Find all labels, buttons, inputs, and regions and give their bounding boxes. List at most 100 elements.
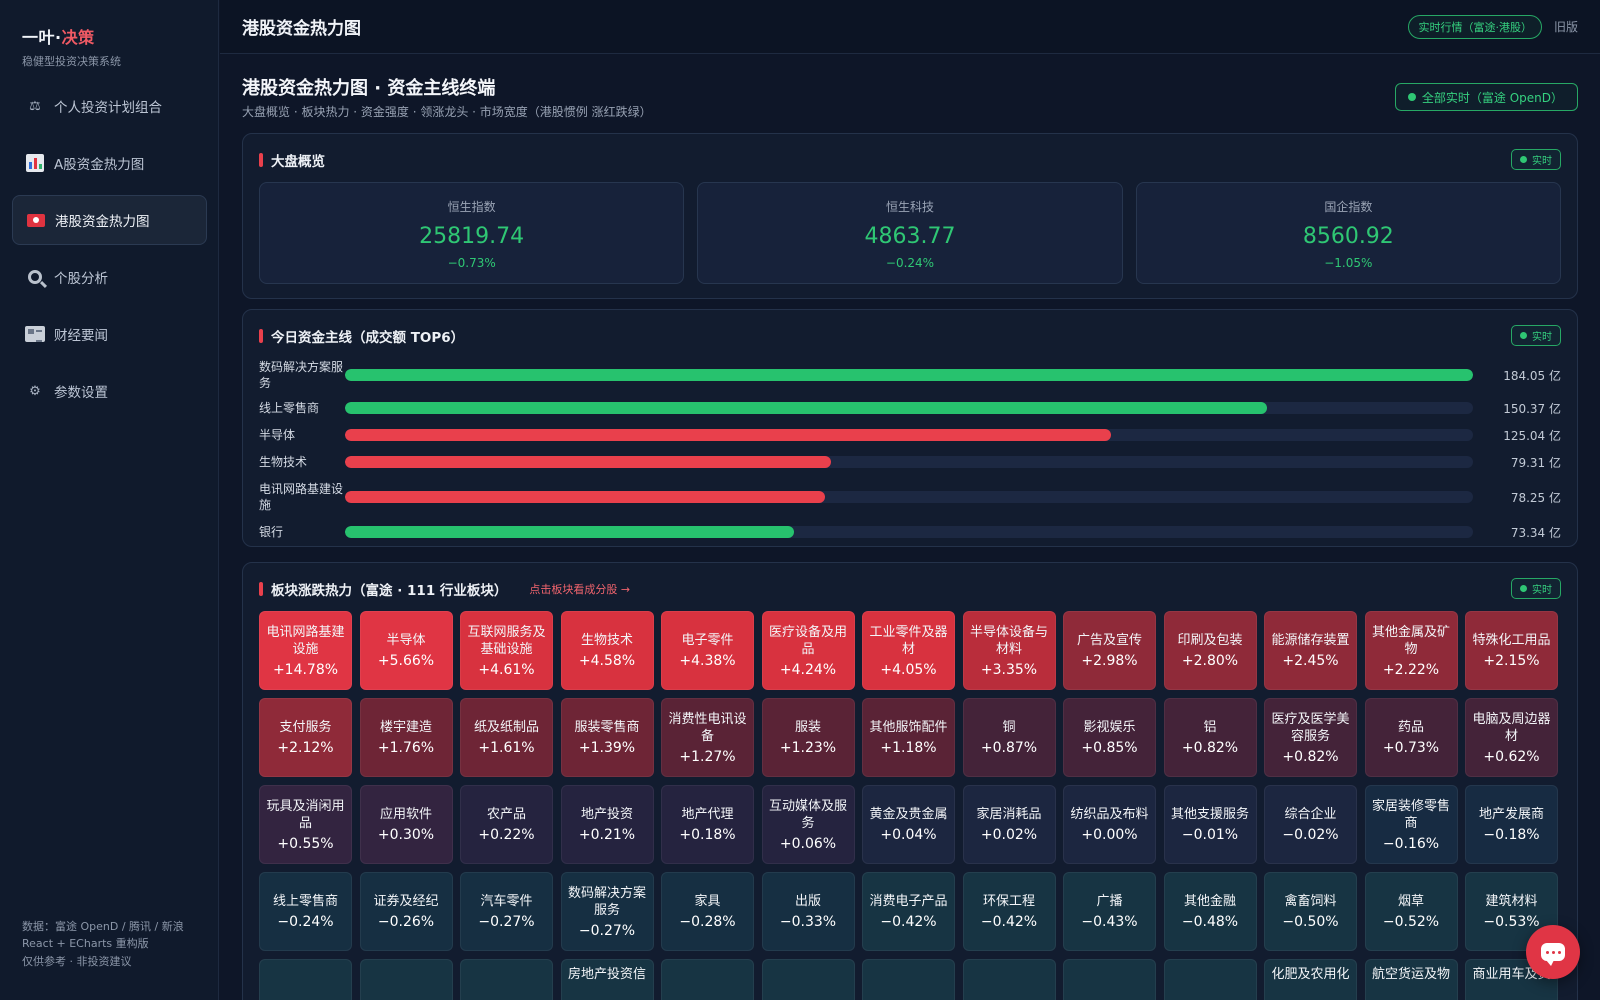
sector-tile[interactable]: 互联网服务及基础设施 +4.61%	[460, 611, 553, 690]
sector-tile[interactable]: 房地产投资信	[560, 959, 654, 1000]
sector-tile[interactable]: 家居装修零售商 −0.16%	[1364, 785, 1458, 864]
index-change: −1.05%	[1324, 256, 1373, 270]
sector-tile[interactable]: 家具 −0.28%	[661, 872, 754, 951]
sector-change: −0.02%	[1282, 827, 1339, 843]
sidebar-item-stock-analysis[interactable]: 个股分析	[12, 252, 207, 302]
sector-tile[interactable]: 证券及经纪 −0.26%	[359, 872, 453, 951]
sector-tile[interactable]: 广播 −0.43%	[1063, 872, 1156, 951]
sector-tile[interactable]: 电脑及周边器材 +0.62%	[1465, 698, 1558, 777]
sector-tile[interactable]: 地产代理 +0.18%	[661, 785, 754, 864]
sector-tile[interactable]	[862, 959, 955, 1000]
flow-bar-track	[345, 491, 1473, 503]
footer-version: React + ECharts 重构版	[22, 937, 149, 950]
sector-tile[interactable]: 特殊化工用品 +2.15%	[1465, 611, 1558, 690]
chat-button[interactable]	[1526, 925, 1580, 979]
sector-tile[interactable]: 建筑材料 −0.53%	[1465, 872, 1558, 951]
sector-name: 铝	[1203, 720, 1217, 735]
sector-change: −0.26%	[377, 914, 435, 930]
sector-tile[interactable]	[1163, 959, 1257, 1000]
sector-tile[interactable]: 出版 −0.33%	[761, 872, 855, 951]
old-version-link[interactable]: 旧版	[1553, 20, 1578, 34]
view-constituents-link[interactable]: 点击板块看成分股 →	[529, 583, 631, 596]
sidebar-item-hk-heatmap[interactable]: 港股资金热力图	[12, 195, 207, 245]
sector-tile[interactable]: 航空货运及物	[1364, 959, 1458, 1000]
sector-tile[interactable]: 玩具及消闲用品 +0.55%	[259, 785, 352, 864]
sector-tile[interactable]: 纺织品及布料 +0.00%	[1063, 785, 1156, 864]
sector-tile[interactable]: 化肥及农用化	[1264, 959, 1357, 1000]
sector-tile[interactable]: 医疗设备及用品 +4.24%	[761, 611, 855, 690]
sector-tile[interactable]	[661, 959, 754, 1000]
sector-tile[interactable]: 支付服务 +2.12%	[259, 698, 352, 777]
sector-tile[interactable]: 印刷及包装 +2.80%	[1163, 611, 1257, 690]
flow-row[interactable]: 数码解决方案服务 184.05 亿	[259, 358, 1561, 392]
sector-tile[interactable]: 服装零售商 +1.39%	[560, 698, 654, 777]
sidebar-item-a-share-heatmap[interactable]: A股资金热力图	[12, 138, 207, 188]
sector-tile[interactable]: 铝 +0.82%	[1163, 698, 1257, 777]
sector-tile[interactable]: 汽车零件 −0.27%	[460, 872, 553, 951]
sector-tile[interactable]: 家居消耗品 +0.02%	[962, 785, 1056, 864]
sector-tile[interactable]: 数码解决方案服务 −0.27%	[560, 872, 654, 951]
sector-tile[interactable]: 其他金融 −0.48%	[1163, 872, 1257, 951]
sector-tile[interactable]: 生物技术 +4.58%	[560, 611, 654, 690]
sector-tile[interactable]: 地产投资 +0.21%	[560, 785, 654, 864]
sector-name: 建筑材料	[1485, 894, 1538, 909]
sector-tile[interactable]: 互动媒体及服务 +0.06%	[761, 785, 855, 864]
sector-tile[interactable]	[460, 959, 553, 1000]
sector-tile[interactable]: 商业用车及货	[1465, 959, 1558, 1000]
sector-change: +0.18%	[679, 827, 736, 843]
sector-tile[interactable]	[359, 959, 453, 1000]
sector-name: 电讯网路基建设施	[266, 624, 345, 657]
sector-tile[interactable]: 其他金属及矿物 +2.22%	[1364, 611, 1458, 690]
sector-tile[interactable]	[1063, 959, 1156, 1000]
sector-tile[interactable]: 半导体设备与材料 +3.35%	[962, 611, 1056, 690]
flow-row[interactable]: 电讯网路基建设施 78.25 亿	[259, 480, 1561, 514]
sector-change: +0.21%	[578, 827, 636, 843]
sidebar-item-investment-plan[interactable]: ⚖ 个人投资计划组合	[12, 81, 207, 131]
flow-row[interactable]: 线上零售商 150.37 亿	[259, 399, 1561, 417]
sector-tile[interactable]: 广告及宣传 +2.98%	[1063, 611, 1156, 690]
sector-tile[interactable]: 能源储存装置 +2.45%	[1264, 611, 1357, 690]
sector-tile[interactable]: 综合企业 −0.02%	[1264, 785, 1357, 864]
sector-tile[interactable]: 其他服饰配件 +1.18%	[862, 698, 955, 777]
sector-tile[interactable]: 应用软件 +0.30%	[359, 785, 453, 864]
sector-tile[interactable]: 铜 +0.87%	[962, 698, 1056, 777]
flow-row[interactable]: 生物技术 79.31 亿	[259, 453, 1561, 471]
sector-tile[interactable]: 黄金及贵金属 +0.04%	[862, 785, 955, 864]
sector-tile[interactable]: 消费性电讯设备 +1.27%	[661, 698, 754, 777]
sector-tile[interactable]: 农产品 +0.22%	[460, 785, 553, 864]
sector-tile[interactable]	[962, 959, 1056, 1000]
sidebar-item-settings[interactable]: ⚙ 参数设置	[12, 366, 207, 416]
sector-tile[interactable]: 消费电子产品 −0.42%	[862, 872, 955, 951]
sector-name: 家具	[694, 894, 721, 909]
sector-tile[interactable]: 影视娱乐 +0.85%	[1063, 698, 1156, 777]
sector-tile[interactable]: 环保工程 −0.42%	[962, 872, 1056, 951]
sector-tile[interactable]: 服装 +1.23%	[761, 698, 855, 777]
sector-tile[interactable]: 工业零件及器材 +4.05%	[862, 611, 955, 690]
sector-tile[interactable]: 纸及纸制品 +1.61%	[460, 698, 553, 777]
sector-tile[interactable]: 电讯网路基建设施 +14.78%	[259, 611, 352, 690]
flow-row[interactable]: 半导体 125.04 亿	[259, 426, 1561, 444]
sector-tile[interactable]: 其他支援服务 −0.01%	[1163, 785, 1257, 864]
sector-tile[interactable]	[761, 959, 855, 1000]
flow-bar-track	[345, 369, 1473, 381]
sidebar-item-finance-news[interactable]: 财经要闻	[12, 309, 207, 359]
sector-tile[interactable]: 半导体 +5.66%	[359, 611, 453, 690]
footer-disclaimer: 仅供参考 · 非投资建议	[22, 954, 132, 968]
flow-row[interactable]: 银行 73.34 亿	[259, 523, 1561, 541]
sector-tile[interactable]	[259, 959, 352, 1000]
sector-name: 电子零件	[681, 633, 734, 648]
index-card-hstech[interactable]: 恒生科技 4863.77 −0.24%	[697, 182, 1123, 284]
sector-name: 地产投资	[580, 807, 633, 822]
sector-tile[interactable]: 地产发展商 −0.18%	[1465, 785, 1558, 864]
sector-name: 农产品	[486, 807, 526, 822]
sector-tile[interactable]: 线上零售商 −0.24%	[259, 872, 352, 951]
index-card-hsi[interactable]: 恒生指数 25819.74 −0.73%	[259, 182, 685, 284]
sector-tile[interactable]: 药品 +0.73%	[1364, 698, 1458, 777]
sector-tile[interactable]: 医疗及医学美容服务 +0.82%	[1264, 698, 1357, 777]
section-accent-bar	[259, 582, 263, 596]
sector-tile[interactable]: 烟草 −0.52%	[1364, 872, 1458, 951]
index-card-hscei[interactable]: 国企指数 8560.92 −1.05%	[1135, 182, 1561, 284]
sector-tile[interactable]: 楼宇建造 +1.76%	[359, 698, 453, 777]
sector-tile[interactable]: 电子零件 +4.38%	[661, 611, 754, 690]
sector-tile[interactable]: 禽畜饲料 −0.50%	[1264, 872, 1357, 951]
